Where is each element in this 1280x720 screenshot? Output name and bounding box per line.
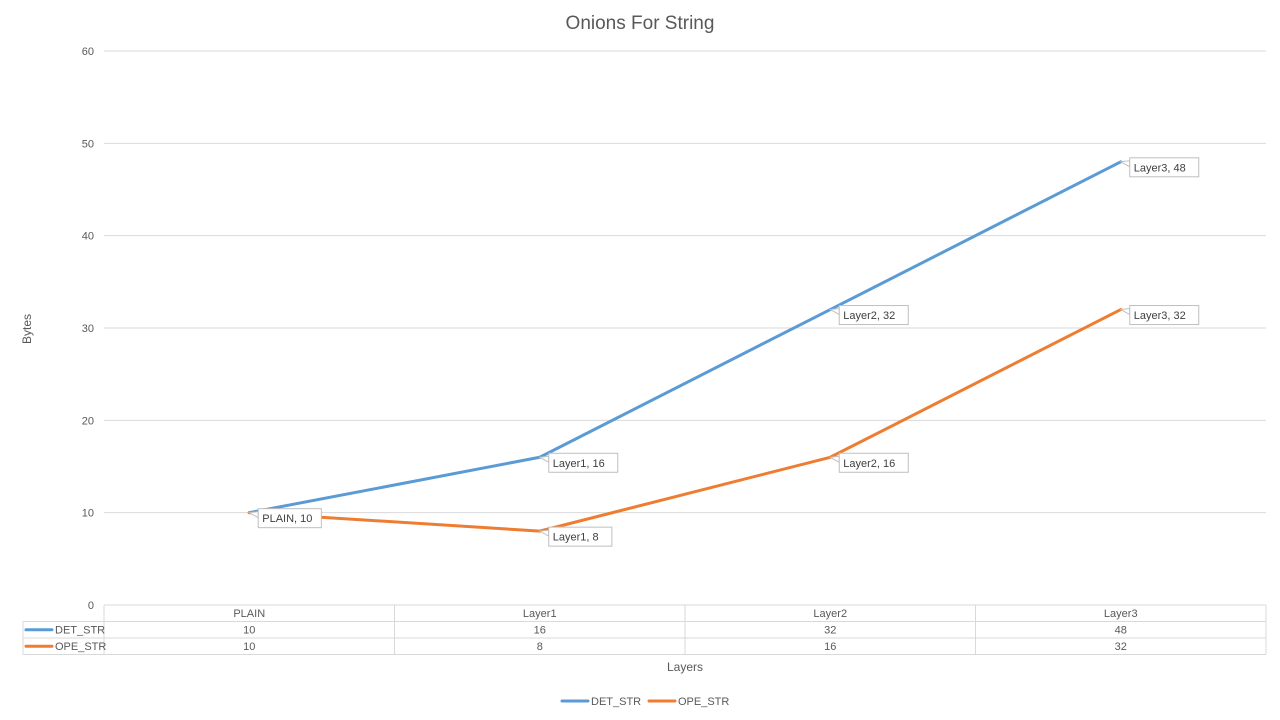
data-label-text: PLAIN, 10 (262, 513, 312, 525)
table-cell: 32 (1115, 641, 1127, 653)
data-label-text: Layer2, 32 (843, 310, 895, 322)
x-axis-label: Layers (667, 660, 703, 674)
data-table: PLAIN Layer1 Layer2 Layer3 DET_STR 10 16 32 48 OP… (22, 604, 1267, 655)
series-lines (247, 160, 1123, 533)
legend: DET_STR OPE_STR (560, 696, 729, 708)
table-series-name: OPE_STR (55, 641, 106, 653)
y-tick-label: 0 (88, 600, 94, 612)
y-axis-label: Bytes (20, 314, 34, 344)
gridlines (104, 50, 1266, 514)
table-header-cell: Layer1 (523, 608, 557, 620)
table-cell: 10 (243, 625, 255, 637)
data-label-text: Layer2, 16 (843, 458, 895, 470)
legend-item: DET_STR (560, 696, 641, 708)
table-cell: 48 (1115, 625, 1127, 637)
data-label: Layer2, 32 (828, 305, 909, 326)
legend-item: OPE_STR (647, 696, 729, 708)
table-cell: 32 (824, 625, 836, 637)
legend-label: OPE_STR (678, 696, 729, 708)
legend-label: DET_STR (591, 696, 641, 708)
data-label: Layer3, 32 (1119, 305, 1200, 326)
table-cell: 16 (824, 641, 836, 653)
data-label: PLAIN, 10 (247, 508, 322, 529)
table-header-cell: Layer2 (813, 608, 847, 620)
table-cell: 10 (243, 641, 255, 653)
y-tick-label: 40 (82, 231, 94, 243)
table-series-name: DET_STR (55, 625, 105, 637)
table-header-cell: Layer3 (1104, 608, 1138, 620)
data-labels: PLAIN, 10 Layer1, 16 Layer2, 32 Layer3, 48 L… (247, 157, 1200, 547)
chart-title: Onions For String (566, 13, 715, 34)
data-label-text: Layer3, 48 (1134, 162, 1186, 174)
y-tick-label: 60 (82, 46, 94, 58)
y-tick-label: 50 (82, 138, 94, 150)
data-label: Layer1, 8 (538, 526, 613, 547)
series-line-ope-str (247, 308, 1123, 533)
y-axis-ticks: 0 10 20 30 40 50 60 (82, 46, 94, 612)
table-cell: 16 (534, 625, 546, 637)
y-tick-label: 20 (82, 415, 94, 427)
data-label: Layer2, 16 (828, 452, 909, 473)
table-cell: 8 (537, 641, 543, 653)
data-label: Layer3, 48 (1119, 157, 1200, 178)
data-label-text: Layer3, 32 (1134, 310, 1186, 322)
y-tick-label: 10 (82, 508, 94, 520)
table-header-cell: PLAIN (233, 608, 265, 620)
data-label-text: Layer1, 8 (553, 532, 599, 544)
series-line-det-str (247, 160, 1123, 515)
y-tick-label: 30 (82, 323, 94, 335)
data-label-text: Layer1, 16 (553, 458, 605, 470)
data-label: Layer1, 16 (538, 452, 619, 473)
